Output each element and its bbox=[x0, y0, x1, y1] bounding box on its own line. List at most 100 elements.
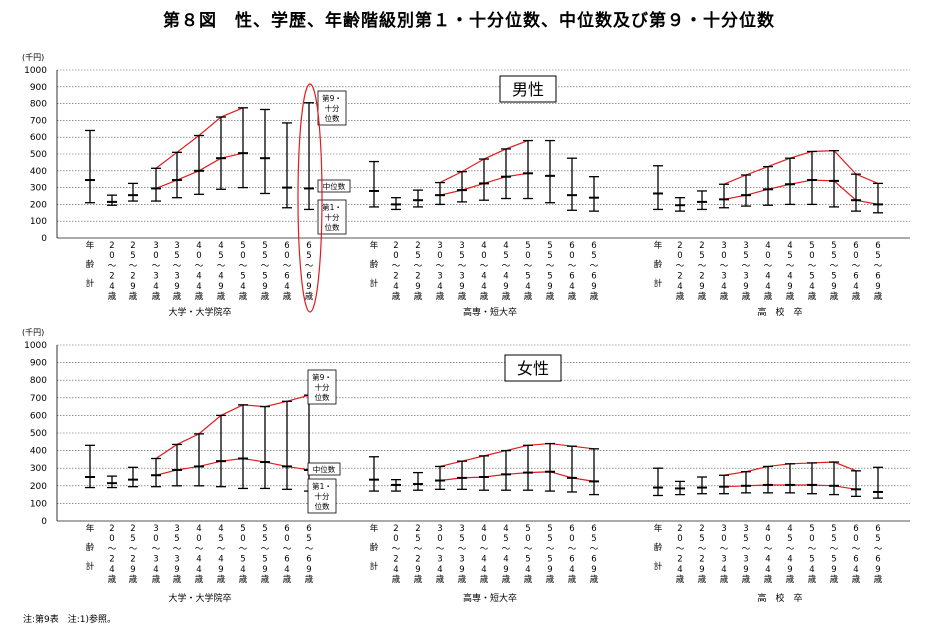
x-tick-label: 歳 bbox=[764, 574, 773, 585]
x-tick-label: 2 bbox=[415, 272, 420, 282]
annotation-median-female-box bbox=[307, 462, 341, 476]
x-tick-label: ～ bbox=[808, 544, 817, 554]
x-tick-label: 4 bbox=[393, 282, 398, 292]
x-tick-label: 5 bbox=[240, 555, 245, 565]
x-tick-label: 4 bbox=[481, 555, 486, 565]
x-tick-label: 歳 bbox=[195, 291, 204, 302]
group-label: 高 校 卒 bbox=[757, 592, 802, 604]
x-tick-label: ～ bbox=[874, 544, 883, 554]
x-tick-label: ～ bbox=[524, 261, 533, 271]
x-tick-label: 0 bbox=[109, 534, 114, 544]
x-tick-label: 6 bbox=[853, 272, 858, 282]
annotation-d9-male-box bbox=[317, 90, 347, 126]
x-tick-label: 4 bbox=[503, 524, 508, 534]
x-tick-label: ～ bbox=[852, 544, 861, 554]
annotation-d9-female-text: 第9・ bbox=[312, 372, 332, 382]
x-tick-label: 歳 bbox=[480, 291, 489, 302]
x-tick-label: 2 bbox=[699, 555, 704, 565]
x-tick-label: ～ bbox=[305, 261, 314, 271]
x-tick-label: 9 bbox=[218, 565, 223, 575]
x-tick-label: 4 bbox=[218, 241, 223, 251]
x-tick-label: 5 bbox=[699, 534, 704, 544]
x-tick-label: 4 bbox=[569, 565, 574, 575]
x-tick-label: ～ bbox=[305, 544, 314, 554]
x-tick-label: 5 bbox=[306, 251, 311, 261]
x-tick-label: 6 bbox=[284, 555, 289, 565]
x-tick-label: 9 bbox=[787, 565, 792, 575]
x-tick-label: 5 bbox=[240, 272, 245, 282]
x-tick-label: 5 bbox=[743, 251, 748, 261]
x-tick-label: 5 bbox=[240, 524, 245, 534]
x-tick-label: 9 bbox=[262, 282, 267, 292]
x-tick-label: 歳 bbox=[852, 574, 861, 585]
x-tick-label: 4 bbox=[787, 241, 792, 251]
x-tick-label: 2 bbox=[677, 272, 682, 282]
x-tick-label: ～ bbox=[173, 544, 182, 554]
x-tick-label: ～ bbox=[808, 261, 817, 271]
x-tick-label: 6 bbox=[306, 555, 311, 565]
panel-title-box bbox=[499, 75, 557, 103]
x-tick-label: 歳 bbox=[108, 291, 117, 302]
y-axis-unit: (千円) bbox=[22, 327, 44, 337]
panel-female: (千円)01002003004005006007008009001000女性年齢… bbox=[22, 327, 910, 604]
x-tick-label: 齢 bbox=[654, 259, 663, 270]
x-tick-label: 6 bbox=[591, 555, 596, 565]
x-tick-label: 5 bbox=[459, 251, 464, 261]
x-tick-label: 5 bbox=[262, 534, 267, 544]
x-tick-label: ～ bbox=[392, 261, 401, 271]
x-tick-label: 9 bbox=[875, 565, 880, 575]
group-label: 高専・短大卒 bbox=[463, 306, 517, 318]
x-tick-label: 5 bbox=[547, 251, 552, 261]
x-tick-label: 2 bbox=[677, 524, 682, 534]
y-tick-label: 200 bbox=[30, 200, 47, 210]
x-tick-label: ～ bbox=[108, 261, 117, 271]
x-tick-label: 歳 bbox=[305, 574, 314, 585]
x-tick-label: 9 bbox=[459, 282, 464, 292]
x-tick-label: 0 bbox=[525, 251, 530, 261]
x-tick-label: 0 bbox=[853, 251, 858, 261]
x-tick-label: 3 bbox=[721, 524, 726, 534]
y-tick-label: 900 bbox=[30, 359, 47, 369]
highlight-oval bbox=[297, 83, 323, 313]
x-tick-label: 4 bbox=[481, 282, 486, 292]
group-label: 高専・短大卒 bbox=[463, 592, 517, 604]
x-tick-label: 3 bbox=[721, 241, 726, 251]
x-tick-label: 6 bbox=[306, 241, 311, 251]
x-tick-label: ～ bbox=[874, 261, 883, 271]
d9-trend-line bbox=[155, 394, 310, 460]
x-tick-label: 9 bbox=[306, 282, 311, 292]
x-tick-label: 歳 bbox=[261, 291, 270, 302]
x-tick-label: ～ bbox=[764, 261, 773, 271]
x-tick-label: 歳 bbox=[546, 291, 555, 302]
x-tick-label: ～ bbox=[458, 261, 467, 271]
x-tick-label: 歳 bbox=[305, 291, 314, 302]
x-tick-label: 5 bbox=[525, 241, 530, 251]
x-tick-label: 5 bbox=[809, 272, 814, 282]
y-tick-label: 500 bbox=[30, 429, 47, 439]
panel-title: 男性 bbox=[512, 80, 544, 99]
x-tick-label: 3 bbox=[721, 555, 726, 565]
x-tick-label: ～ bbox=[786, 544, 795, 554]
x-tick-label: 4 bbox=[765, 565, 770, 575]
x-tick-label: 年 bbox=[370, 523, 379, 534]
x-tick-label: ～ bbox=[414, 261, 423, 271]
x-tick-label: 4 bbox=[809, 282, 814, 292]
x-tick-label: 歳 bbox=[830, 574, 839, 585]
x-tick-label: 4 bbox=[481, 524, 486, 534]
x-tick-label: 5 bbox=[218, 251, 223, 261]
x-tick-label: ～ bbox=[676, 261, 685, 271]
x-tick-label: 6 bbox=[569, 555, 574, 565]
x-tick-label: ～ bbox=[568, 261, 577, 271]
x-tick-label: 0 bbox=[765, 251, 770, 261]
x-tick-label: 6 bbox=[853, 241, 858, 251]
x-tick-label: 5 bbox=[831, 272, 836, 282]
figure-title: 第８図 性、学歴、年齢階級別第１・十分位数、中位数及び第９・十分位数 bbox=[163, 11, 775, 31]
x-tick-label: 0 bbox=[721, 251, 726, 261]
x-tick-label: 4 bbox=[765, 282, 770, 292]
x-tick-label: ～ bbox=[283, 261, 292, 271]
x-tick-label: 2 bbox=[130, 272, 135, 282]
x-tick-label: 5 bbox=[262, 272, 267, 282]
x-tick-label: 6 bbox=[591, 241, 596, 251]
x-tick-label: 9 bbox=[699, 565, 704, 575]
